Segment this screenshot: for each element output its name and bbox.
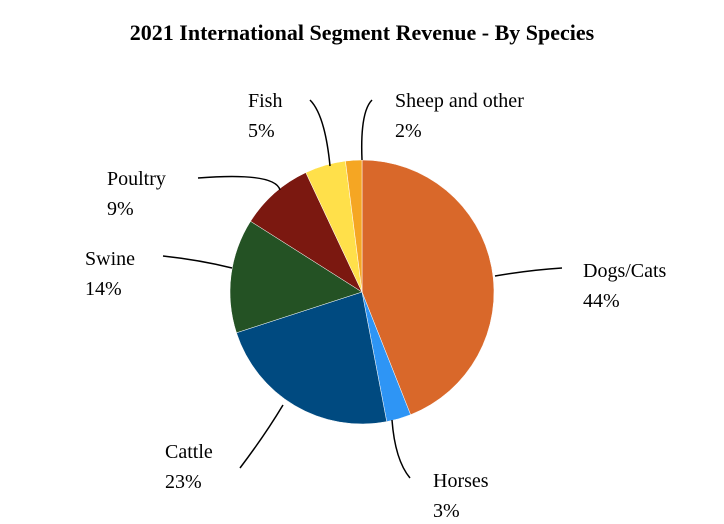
chart-title: 2021 International Segment Revenue - By … <box>130 20 595 45</box>
pie-slice <box>229 220 363 334</box>
pie-slice <box>361 159 495 416</box>
slice-label: Fish <box>248 90 282 112</box>
slice-value-label: 5% <box>248 120 275 142</box>
slice-label: Dogs/Cats <box>583 260 667 282</box>
slice-value-label: 14% <box>85 278 122 300</box>
leader-line <box>309 99 331 167</box>
leader-line <box>391 419 411 479</box>
leader-line <box>197 175 281 191</box>
slice-label: Cattle <box>165 441 213 463</box>
leader-line <box>162 255 233 269</box>
slice-value-label: 2% <box>395 120 422 142</box>
slice-value-label: 23% <box>165 471 202 493</box>
slice-label: Sheep and other <box>395 90 524 112</box>
leader-line <box>360 99 373 161</box>
slice-label: Poultry <box>107 168 166 190</box>
pie-slice <box>236 291 388 425</box>
slice-value-label: 9% <box>107 198 134 220</box>
slice-label: Horses <box>433 470 489 492</box>
leader-line <box>239 404 284 469</box>
slice-value-label: 3% <box>433 500 460 522</box>
leader-line <box>494 267 563 277</box>
slice-label: Swine <box>85 248 135 270</box>
slice-value-label: 44% <box>583 290 620 312</box>
